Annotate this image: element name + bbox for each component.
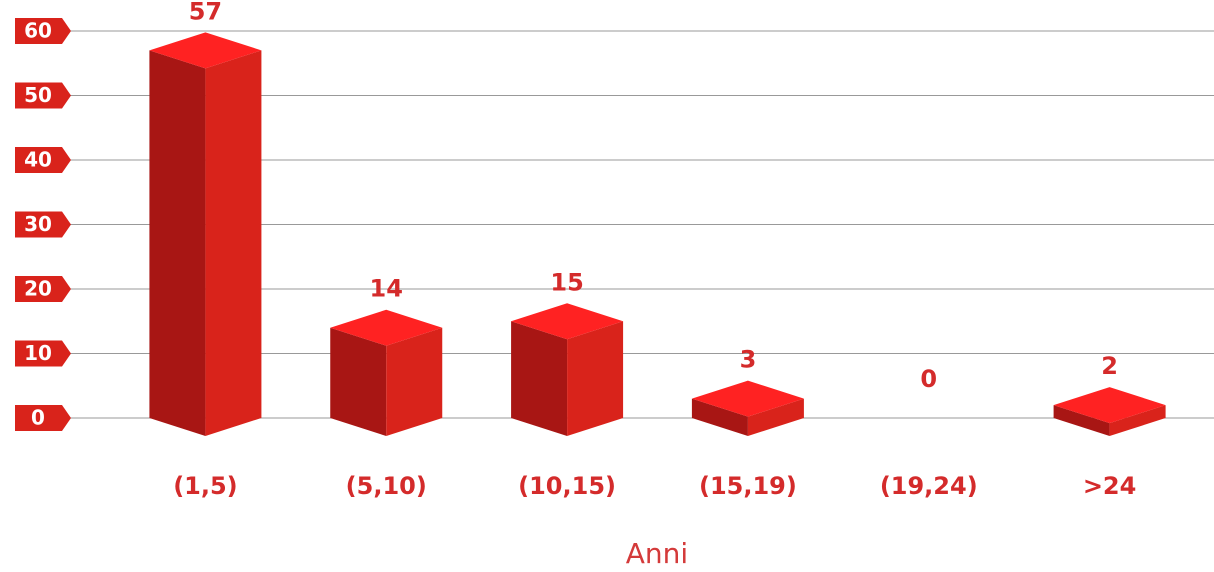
y-tick-label: 30	[24, 212, 52, 236]
value-label: 2	[1101, 352, 1118, 380]
x-tick-label: (1,5)	[173, 472, 237, 500]
value-label: 0	[920, 365, 937, 393]
x-tick-label: >24	[1083, 472, 1137, 500]
y-tick-label: 0	[31, 406, 45, 430]
bar-top-face	[149, 32, 262, 69]
y-tick-label: 40	[24, 148, 52, 172]
bar-top-face	[330, 309, 443, 346]
y-tick-tag	[15, 82, 71, 109]
bar-top-face	[1053, 387, 1166, 424]
y-tick-tag	[15, 18, 71, 44]
y-tick-tag	[15, 147, 71, 173]
bar-left-face	[149, 50, 206, 436]
value-label: 14	[370, 275, 403, 303]
x-tick-label: (5,10)	[346, 472, 427, 500]
x-tick-label: (19,24)	[880, 472, 978, 500]
bar-right-face	[747, 398, 804, 436]
bar-left-face	[1053, 405, 1110, 436]
y-tick-tag	[15, 211, 71, 238]
bar-right-face	[386, 327, 443, 436]
bar-left-face	[330, 327, 387, 436]
bar-right-face	[567, 321, 624, 436]
bar	[691, 380, 804, 436]
bar-top-face	[691, 380, 804, 417]
bar	[511, 303, 624, 436]
bar-top-face	[511, 303, 624, 340]
bar-right-face	[1109, 405, 1166, 436]
bar-right-face	[205, 50, 262, 436]
y-tick-label: 60	[24, 19, 52, 43]
x-axis-title: Anni	[626, 537, 688, 570]
value-label: 57	[189, 0, 222, 25]
x-tick-label: (10,15)	[518, 472, 616, 500]
y-tick-tag	[15, 276, 71, 302]
bar-left-face	[511, 321, 568, 436]
y-tick-tag	[15, 405, 71, 431]
bar	[330, 309, 443, 436]
value-label: 15	[550, 268, 583, 296]
bar-left-face	[691, 398, 748, 436]
y-tick-label: 50	[24, 83, 52, 107]
y-tick-label: 10	[24, 341, 52, 365]
bar	[149, 32, 262, 436]
x-tick-label: (15,19)	[699, 472, 797, 500]
value-label: 3	[740, 346, 757, 374]
y-tick-tag	[15, 340, 71, 367]
y-tick-label: 20	[24, 277, 52, 301]
bar	[1053, 387, 1166, 436]
